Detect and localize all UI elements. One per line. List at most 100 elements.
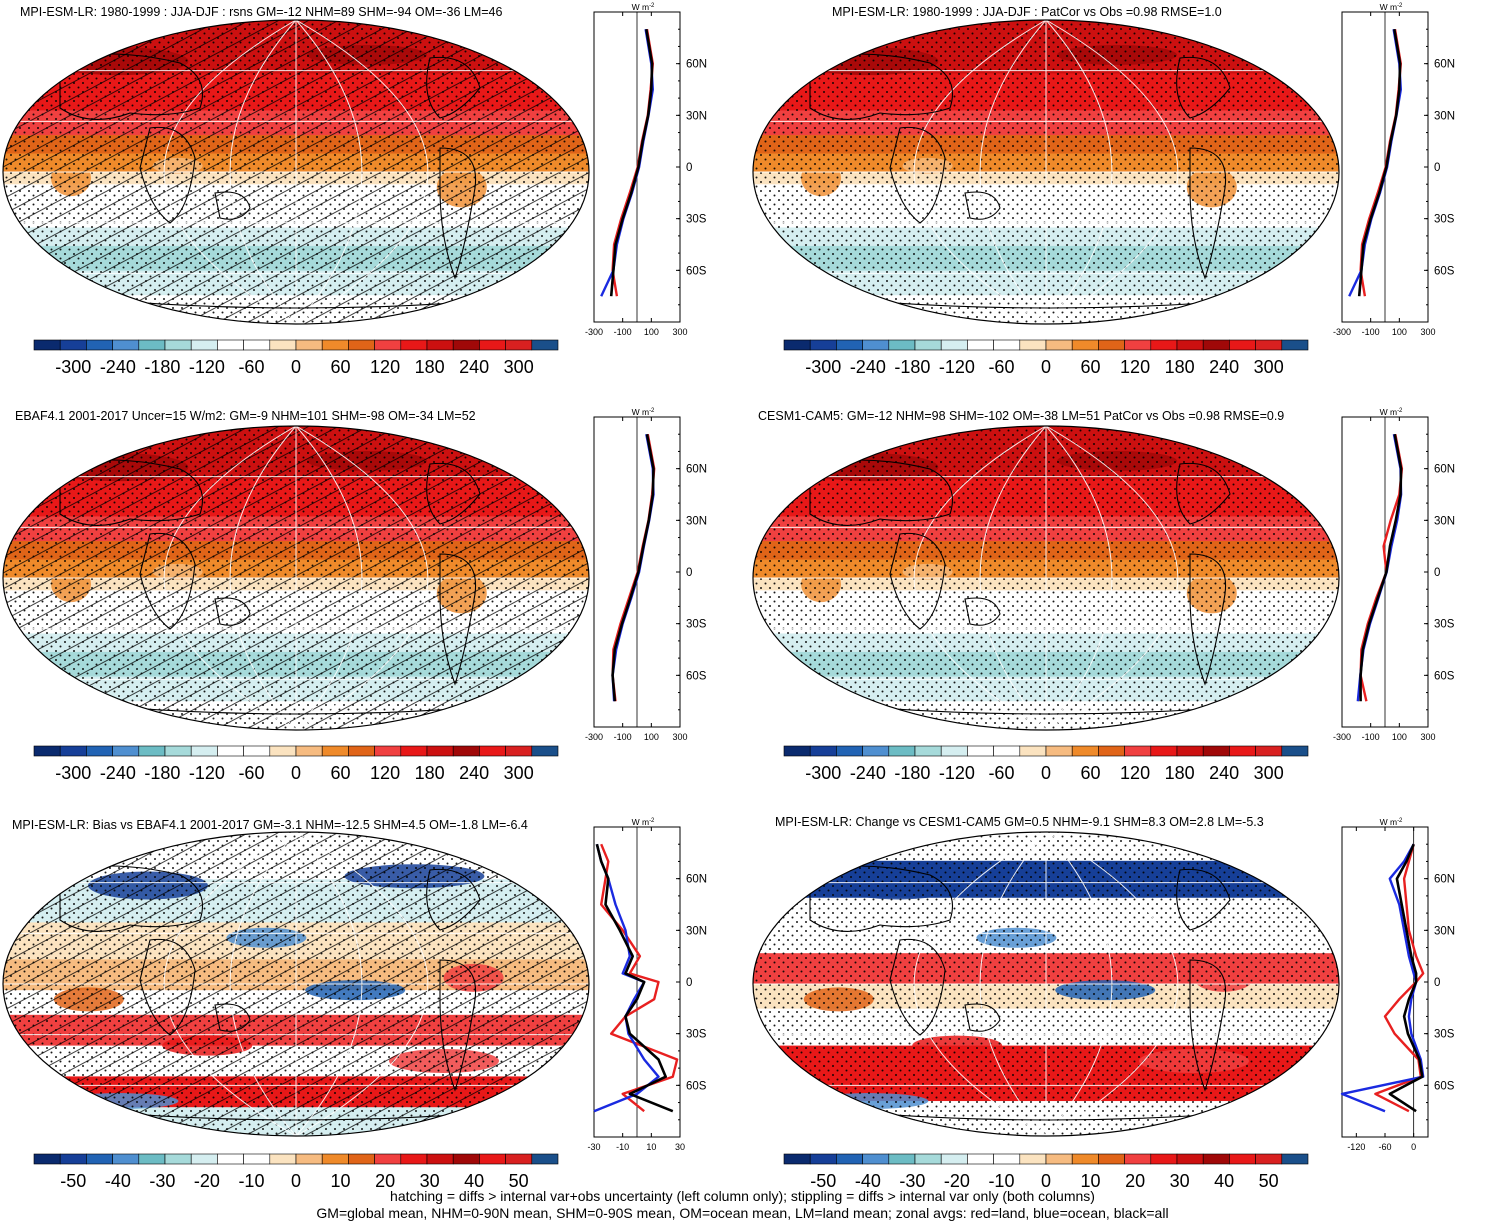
colorbar-label: -40 — [855, 1171, 881, 1191]
zonal-lat-label: 30S — [686, 214, 707, 226]
colorbar-label: 180 — [1165, 763, 1195, 783]
colorbar-swatch — [1281, 339, 1309, 351]
colorbar-swatch — [1071, 745, 1099, 757]
map-graticule — [753, 20, 1339, 324]
zonal-lat-label: 30S — [686, 619, 707, 631]
colorbar-swatch — [1098, 1153, 1125, 1165]
colorbar-label: 180 — [415, 357, 445, 377]
zonal-unit-label: W m-2 — [632, 2, 655, 12]
panel-1-zonal-profile: W m-2 60N 30N 0 30S 60S -300 -100 100 300 — [585, 2, 707, 337]
colorbar-swatch — [269, 745, 297, 757]
zonal-lat-label: 60N — [686, 464, 707, 476]
panel-2-colorbar: -300 -240 -180 -120 -60 0 60 120 180 240 300 — [783, 339, 1309, 377]
colorbar-swatch — [217, 339, 244, 351]
colorbar-label: -30 — [149, 1171, 175, 1191]
zonal-lat-label: 60N — [1434, 874, 1455, 886]
map-graticule — [3, 832, 589, 1136]
colorbar-swatch — [993, 745, 1021, 757]
colorbar-swatch — [138, 1153, 166, 1165]
zonal-unit-label: W m-2 — [632, 817, 655, 827]
map-border — [752, 831, 1340, 1137]
zonal-lat-label: 30S — [686, 1029, 707, 1041]
colorbar-swatch — [1071, 339, 1099, 351]
colorbar-swatch — [914, 745, 942, 757]
zonal-series-land — [611, 29, 655, 297]
panel-5-zonal-profile: W m-2 60N 30N 0 30S 60S -30 -10 10 30 — [587, 817, 707, 1152]
colorbar-swatch — [1019, 1153, 1047, 1165]
colorbar-label: -180 — [894, 763, 930, 783]
colorbar-label: -300 — [55, 763, 91, 783]
colorbar-swatch — [112, 1153, 140, 1165]
zonal-x-label: -60 — [1378, 1142, 1391, 1152]
zonal-lat-label: 60S — [1434, 1080, 1455, 1092]
zonal-lat-label: 60N — [686, 59, 707, 71]
colorbar-swatch — [1019, 745, 1047, 757]
panel-6-zonal-profile: W m-2 60N 30N 0 30S 60S -120 -60 0 — [1340, 817, 1455, 1152]
zonal-lat-label: 30N — [686, 110, 707, 122]
colorbar-swatch — [138, 339, 166, 351]
colorbar-swatch — [190, 339, 218, 351]
colorbar-label: 60 — [331, 763, 351, 783]
colorbar-swatch — [86, 745, 113, 757]
colorbar-label: 120 — [1120, 357, 1150, 377]
colorbar-swatch — [295, 745, 323, 757]
colorbar-swatch — [374, 1153, 402, 1165]
colorbar-swatch — [1150, 1153, 1178, 1165]
colorbar-swatch — [862, 1153, 890, 1165]
colorbar-swatch — [531, 339, 559, 351]
colorbar-label: 240 — [459, 357, 489, 377]
colorbar-swatch — [862, 339, 890, 351]
panel-2-map — [752, 19, 1340, 325]
zonal-series-all — [595, 843, 674, 1113]
colorbar-swatch — [993, 1153, 1021, 1165]
panel-3-colorbar: -300 -240 -180 -120 -60 0 60 120 180 240 300 — [33, 745, 559, 783]
zonal-x-label: -300 — [585, 327, 603, 337]
colorbar-label: -240 — [850, 357, 886, 377]
colorbar-label: -20 — [194, 1171, 220, 1191]
zonal-lat-label: 30N — [1434, 515, 1455, 527]
colorbar-label: 0 — [291, 357, 301, 377]
zonal-series-all — [609, 28, 654, 297]
panel-4-colorbar: -300 -240 -180 -120 -60 0 60 120 180 240 300 — [783, 745, 1309, 783]
colorbar-label: 0 — [291, 1171, 301, 1191]
colorbar-label: -240 — [100, 763, 136, 783]
map-graticule — [3, 426, 589, 730]
colorbar-swatch — [1202, 339, 1230, 351]
colorbar-swatch — [1176, 339, 1204, 351]
colorbar-swatch — [1150, 339, 1178, 351]
colorbar-swatch — [888, 339, 916, 351]
colorbar-swatch — [479, 745, 506, 757]
colorbar-label: 240 — [1209, 763, 1239, 783]
colorbar-swatch — [809, 1153, 837, 1165]
zonal-lat-label: 60N — [686, 874, 707, 886]
colorbar-swatch — [400, 339, 428, 351]
colorbar-swatch — [190, 745, 218, 757]
colorbar-label: -50 — [60, 1171, 86, 1191]
colorbar-swatch — [783, 1153, 811, 1165]
colorbar-swatch — [86, 339, 113, 351]
colorbar-swatch — [243, 745, 271, 757]
panel-4-zonal-profile: W m-2 60N 30N 0 30S 60S -300 -100 100 300 — [1333, 407, 1455, 742]
zonal-x-label: 300 — [1420, 732, 1435, 742]
zonal-lat-label: 0 — [1434, 977, 1440, 989]
colorbar-label: 120 — [370, 763, 400, 783]
colorbar-swatch — [940, 339, 968, 351]
colorbar-label: 60 — [331, 357, 351, 377]
map-graticule — [753, 426, 1339, 730]
colorbar-swatch — [531, 1153, 559, 1165]
zonal-x-label: -100 — [1362, 732, 1380, 742]
colorbar-swatch — [809, 339, 837, 351]
zonal-x-label: -100 — [1362, 327, 1380, 337]
colorbar-label: -60 — [238, 763, 264, 783]
colorbar-swatch — [1019, 339, 1047, 351]
colorbar-label: -120 — [189, 763, 225, 783]
colorbar-label: -60 — [238, 357, 264, 377]
zonal-x-label: -300 — [585, 732, 603, 742]
colorbar-swatch — [1150, 745, 1178, 757]
zonal-series-land — [1359, 433, 1404, 702]
panel-1-map — [2, 19, 590, 325]
colorbar-label: -10 — [238, 1171, 264, 1191]
colorbar-swatch — [426, 745, 454, 757]
colorbar-label: 0 — [291, 763, 301, 783]
colorbar-label: 120 — [370, 357, 400, 377]
